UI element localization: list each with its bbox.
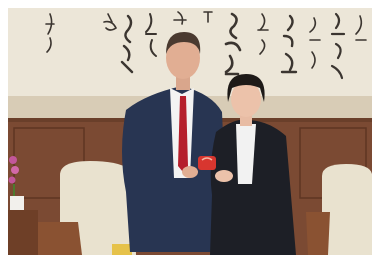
photo bbox=[0, 0, 379, 260]
flower bbox=[9, 156, 17, 164]
side-table bbox=[8, 210, 38, 255]
right-chair-arm bbox=[306, 212, 330, 255]
flower-pot bbox=[10, 196, 24, 210]
left-chair-arm bbox=[38, 222, 82, 255]
hand bbox=[215, 170, 233, 182]
hand bbox=[182, 166, 198, 178]
page bbox=[0, 0, 379, 260]
flower bbox=[9, 177, 16, 184]
right-chair bbox=[322, 164, 372, 255]
flower bbox=[11, 166, 19, 174]
yellow-card bbox=[112, 244, 132, 255]
